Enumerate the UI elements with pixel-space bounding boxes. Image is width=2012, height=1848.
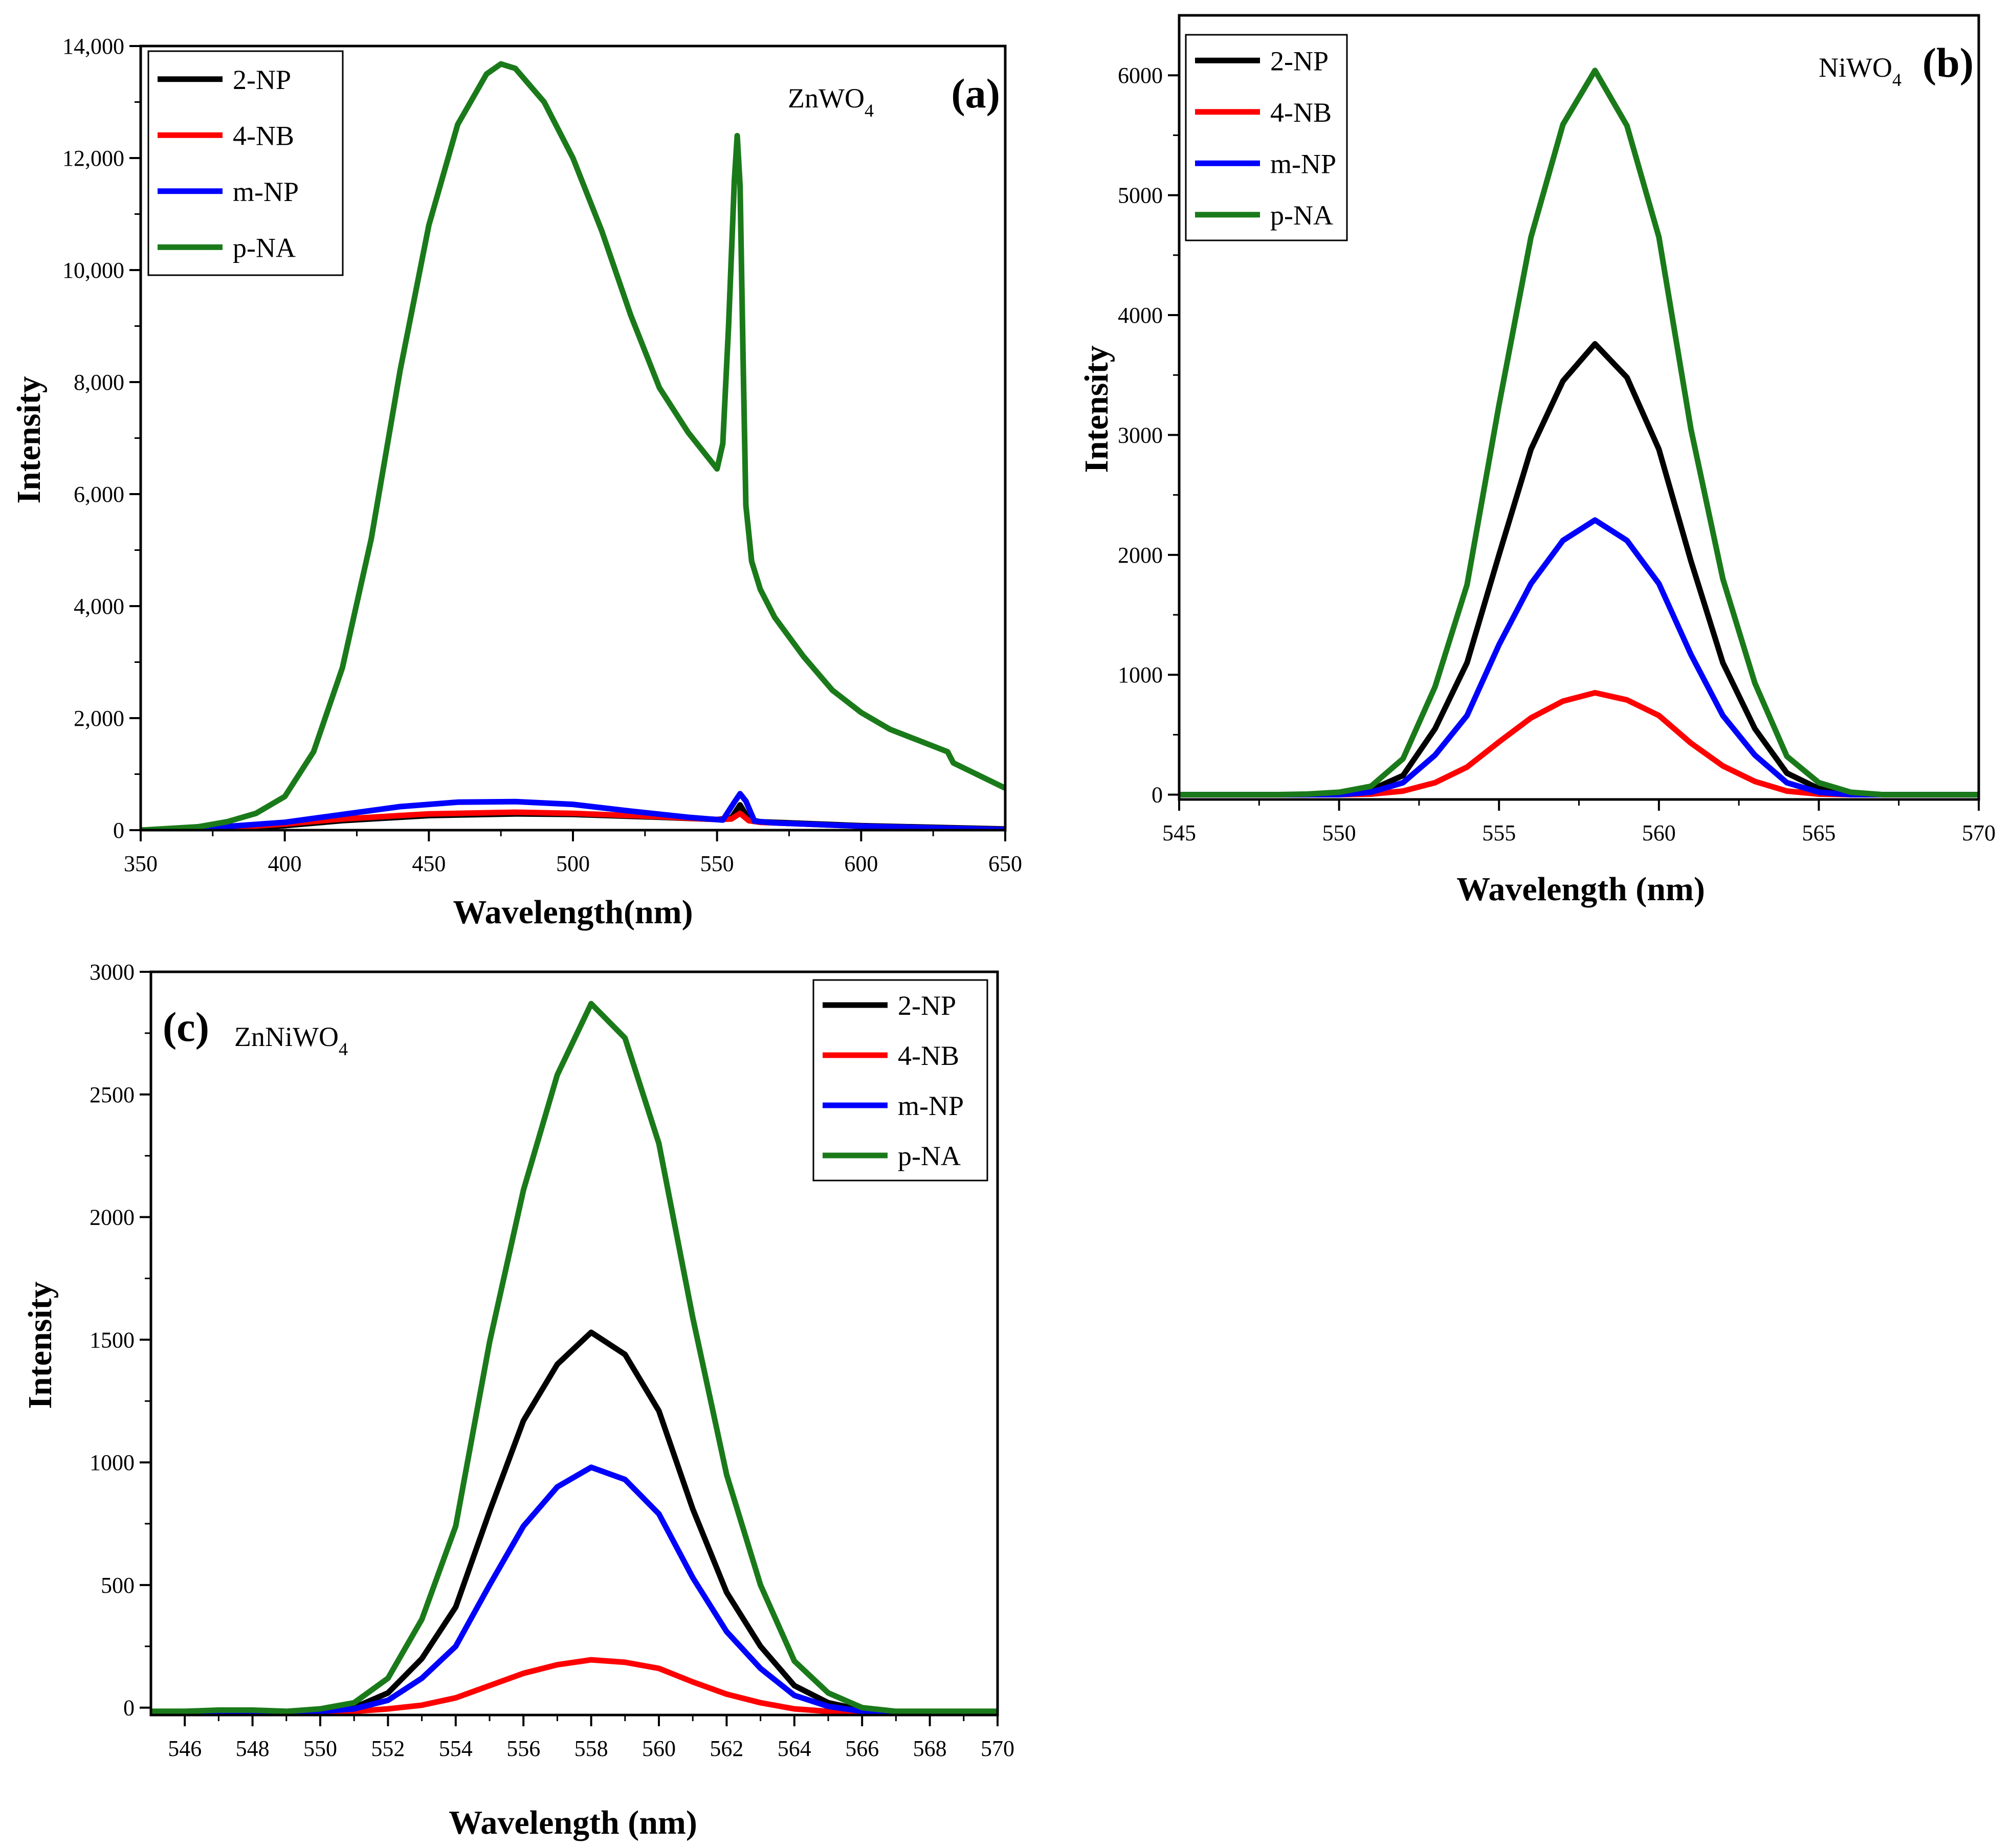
panel-c: 546 548 550 552 554 556 558 560 562 564 566 568 570 0… bbox=[21, 960, 1014, 1841]
legend-label-2-np: 2-NP bbox=[233, 64, 291, 95]
y-tick-label: 1500 bbox=[90, 1327, 135, 1352]
x-tick-label: 560 bbox=[642, 1736, 676, 1761]
legend-label-m-np: m-NP bbox=[898, 1090, 964, 1121]
legend: 2-NP 4-NB m-NP p-NA bbox=[147, 50, 344, 276]
x-tick-label: 558 bbox=[574, 1736, 608, 1761]
series-line-m-np bbox=[151, 1464, 998, 1715]
y-tick-label: 5000 bbox=[1118, 183, 1163, 208]
series-group bbox=[141, 61, 1005, 830]
x-axis-title: Wavelength(nm) bbox=[453, 894, 693, 931]
x-axis-title: Wavelength (nm) bbox=[1456, 871, 1705, 908]
x-tick-label: 556 bbox=[506, 1736, 540, 1761]
compound-label: NiWO4 bbox=[1819, 52, 1902, 90]
x-tick-label: 550 bbox=[700, 851, 734, 876]
series-line-m-np bbox=[1179, 517, 1979, 798]
x-tick-label: 564 bbox=[778, 1736, 811, 1761]
x-tick-label: 562 bbox=[710, 1736, 743, 1761]
x-tick-label: 566 bbox=[845, 1736, 879, 1761]
panel-a: 350 400 450 500 550 600 650 0 2,000 4,000 6,000 8,0… bbox=[10, 34, 1022, 931]
legend-label-p-na: p-NA bbox=[898, 1141, 961, 1171]
legend-label-2-np: 2-NP bbox=[1270, 46, 1329, 76]
legend-label-p-na: p-NA bbox=[1270, 200, 1333, 231]
panel-b: 545 550 555 560 565 570 0 1000 2000 3000 4000 5000 6… bbox=[1078, 14, 1996, 908]
legend: 2-NP 4-NB m-NP p-NA bbox=[812, 979, 988, 1182]
series-line-p-na bbox=[151, 1000, 998, 1715]
y-tick-label: 10,000 bbox=[62, 258, 124, 283]
y-tick-label: 8,000 bbox=[74, 370, 124, 395]
legend-label-4-nb: 4-NB bbox=[233, 120, 294, 151]
legend-box bbox=[812, 979, 988, 1182]
y-tick-label: 0 bbox=[1152, 783, 1163, 808]
legend-label-4-nb: 4-NB bbox=[1270, 97, 1332, 128]
legend-label-2-np: 2-NP bbox=[898, 990, 956, 1021]
series-line-p-na bbox=[1179, 68, 1979, 798]
x-tick-label: 650 bbox=[988, 851, 1022, 876]
y-tick-label: 14,000 bbox=[62, 34, 124, 59]
legend-box bbox=[1185, 34, 1348, 241]
x-tick-label: 555 bbox=[1482, 820, 1516, 845]
x-tick-label: 350 bbox=[124, 851, 158, 876]
series-group bbox=[151, 1000, 998, 1715]
y-axis-title: Intensity bbox=[21, 1281, 59, 1409]
x-tick-label: 565 bbox=[1802, 820, 1836, 845]
legend-label-m-np: m-NP bbox=[1270, 148, 1336, 179]
y-axis-title: Intensity bbox=[1078, 345, 1115, 473]
y-tick-label: 6,000 bbox=[74, 482, 124, 507]
series-group bbox=[1179, 68, 1979, 798]
x-tick-label: 546 bbox=[168, 1736, 202, 1761]
y-tick-label: 2000 bbox=[90, 1205, 135, 1230]
series-line-p-na bbox=[141, 61, 1005, 830]
y-tick-label: 2500 bbox=[90, 1082, 135, 1107]
x-tick-label: 450 bbox=[412, 851, 446, 876]
y-tick-label: 2,000 bbox=[74, 706, 124, 731]
compound-label: ZnWO4 bbox=[788, 83, 874, 121]
legend-box bbox=[147, 50, 344, 276]
y-tick-label: 12,000 bbox=[62, 146, 124, 171]
y-axis-title: Intensity bbox=[10, 376, 48, 503]
x-tick-label: 552 bbox=[371, 1736, 405, 1761]
y-tick-label: 3000 bbox=[1118, 422, 1163, 448]
y-tick-label: 2000 bbox=[1118, 543, 1163, 568]
x-tick-label: 545 bbox=[1162, 820, 1196, 845]
legend: 2-NP 4-NB m-NP p-NA bbox=[1185, 34, 1348, 241]
legend-label-p-na: p-NA bbox=[233, 232, 296, 263]
x-tick-label: 570 bbox=[1962, 820, 1996, 845]
y-tick-label: 4,000 bbox=[74, 594, 124, 619]
panel-label: (b) bbox=[1922, 39, 1974, 86]
y-tick-label: 1000 bbox=[90, 1450, 135, 1475]
y-tick-label: 0 bbox=[113, 818, 124, 843]
x-tick-label: 550 bbox=[303, 1736, 337, 1761]
x-tick-label: 570 bbox=[981, 1736, 1014, 1761]
x-tick-label: 548 bbox=[236, 1736, 270, 1761]
x-tick-label: 550 bbox=[1322, 820, 1356, 845]
x-axis-title: Wavelength (nm) bbox=[449, 1804, 697, 1841]
legend-label-m-np: m-NP bbox=[233, 176, 299, 207]
compound-label: ZnNiWO4 bbox=[234, 1021, 348, 1059]
y-tick-label: 0 bbox=[123, 1696, 135, 1721]
y-tick-label: 4000 bbox=[1118, 303, 1163, 328]
series-line-4-nb bbox=[151, 1657, 998, 1715]
series-line-2-np bbox=[151, 1329, 998, 1715]
x-tick-label: 500 bbox=[556, 851, 590, 876]
series-line-m-np bbox=[141, 791, 1005, 830]
legend-label-4-nb: 4-NB bbox=[898, 1040, 959, 1071]
x-tick-label: 400 bbox=[268, 851, 302, 876]
x-tick-label: 568 bbox=[913, 1736, 947, 1761]
series-line-4-nb bbox=[1179, 689, 1979, 798]
x-tick-label: 560 bbox=[1642, 820, 1676, 845]
panel-label: (a) bbox=[951, 70, 1000, 117]
y-tick-label: 1000 bbox=[1118, 662, 1163, 687]
panel-label: (c) bbox=[163, 1004, 209, 1050]
y-tick-label: 3000 bbox=[90, 960, 135, 985]
plot-frame bbox=[149, 970, 999, 1717]
series-line-2-np bbox=[1179, 341, 1979, 798]
x-tick-label: 554 bbox=[439, 1736, 473, 1761]
y-tick-label: 6000 bbox=[1118, 63, 1163, 88]
y-tick-label: 500 bbox=[101, 1573, 135, 1598]
x-tick-label: 600 bbox=[844, 851, 878, 876]
